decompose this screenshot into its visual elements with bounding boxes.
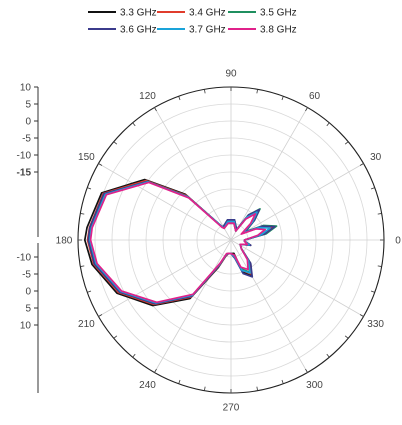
outer-tick-150 [98, 163, 103, 166]
radial-tick-label-upper-2: 0 [25, 117, 31, 128]
outer-tick-20 [370, 187, 375, 190]
outer-tick-100 [204, 89, 206, 94]
outer-tick-130 [132, 122, 136, 127]
outer-tick-80 [256, 89, 258, 94]
outer-tick-240 [154, 368, 157, 373]
series-line-3-8-ghz [89, 181, 266, 304]
angle-tick-label-180: 180 [56, 236, 73, 247]
legend-label-3-3-ghz: 3.3 GHz [120, 8, 157, 19]
spoke-330 [230, 239, 364, 317]
outer-tick-320 [344, 335, 349, 339]
radial-tick-label-upper-1: 5 [25, 100, 31, 111]
outer-tick-30 [359, 163, 364, 166]
angle-tick-label-120: 120 [139, 91, 156, 102]
radial-tick-label-lower-3: 5 [25, 304, 31, 315]
outer-tick-10 [377, 213, 382, 215]
spoke-120 [154, 107, 232, 241]
outer-tick-190 [80, 265, 85, 267]
angle-tick-label-240: 240 [139, 380, 156, 391]
outer-tick-50 [326, 122, 330, 127]
angle-tick-label-0: 0 [395, 236, 401, 247]
outer-tick-220 [113, 335, 118, 339]
angle-tick-label-150: 150 [78, 152, 95, 163]
angle-tick-label-330: 330 [367, 319, 384, 330]
legend: 3.3 GHz 3.4 GHz 3.5 GHz 3.6 GHz 3.7 GHz 3.8 G… [88, 8, 297, 36]
legend-label-3-5-ghz: 3.5 GHz [260, 8, 297, 19]
spoke-300 [230, 239, 308, 373]
outer-tick-210 [98, 314, 103, 317]
legend-label-3-4-ghz: 3.4 GHz [189, 8, 226, 19]
radial-tick-label-upper-3: -5 [22, 134, 31, 145]
spoke-210 [98, 239, 232, 317]
outer-tick-230 [132, 353, 136, 358]
outer-tick-280 [256, 386, 258, 391]
spoke-60 [230, 107, 308, 241]
legend-label-3-6-ghz: 3.6 GHz [120, 25, 157, 36]
spoke-30 [230, 163, 364, 241]
polar-grid: 0 30 60 90 120 150 180 210 240 270 300 330 [56, 69, 402, 414]
radial-tick-label-lower-1: -5 [22, 270, 31, 281]
angle-tick-label-60: 60 [309, 91, 321, 102]
radial-tick-label-upper-4: -10 [17, 151, 32, 162]
angle-tick-label-30: 30 [370, 152, 382, 163]
angle-tick-label-300: 300 [306, 380, 323, 391]
series-line-3-6-ghz [87, 180, 276, 305]
radial-tick-label-lower-2: 0 [25, 287, 31, 298]
outer-tick-330 [359, 314, 364, 317]
outer-tick-290 [281, 379, 284, 384]
outer-tick-60 [305, 107, 308, 112]
outer-tick-40 [344, 141, 349, 145]
outer-tick-300 [305, 368, 308, 373]
outer-tick-340 [370, 290, 375, 293]
angle-tick-label-270: 270 [223, 403, 240, 414]
outer-tick-110 [178, 96, 181, 101]
radial-tick-label-upper-5: -15 [17, 168, 32, 179]
outer-tick-120 [154, 107, 157, 112]
series-layer [83, 178, 278, 307]
outer-tick-260 [204, 386, 206, 391]
angle-tick-label-90: 90 [225, 69, 237, 80]
radial-tick-label-upper-0: 10 [20, 83, 32, 94]
outer-tick-350 [377, 265, 382, 267]
legend-label-3-7-ghz: 3.7 GHz [189, 25, 226, 36]
radial-tick-label-lower-0: -10 [17, 253, 32, 264]
outer-tick-170 [80, 213, 85, 215]
legend-label-3-8-ghz: 3.8 GHz [260, 25, 297, 36]
outer-tick-200 [87, 290, 92, 293]
outer-tick-250 [178, 379, 181, 384]
outer-tick-140 [113, 141, 118, 145]
spoke-240 [154, 239, 232, 373]
spoke-150 [98, 163, 232, 241]
outer-tick-310 [326, 353, 330, 358]
angle-tick-label-210: 210 [78, 319, 95, 330]
radial-tick-label-lower-4: 10 [20, 321, 32, 332]
radial-axis: 10 5 0 -5 -10 -15 -10 -5 0 5 10 [17, 83, 39, 393]
outer-tick-160 [87, 187, 92, 190]
outer-tick-70 [281, 96, 284, 101]
